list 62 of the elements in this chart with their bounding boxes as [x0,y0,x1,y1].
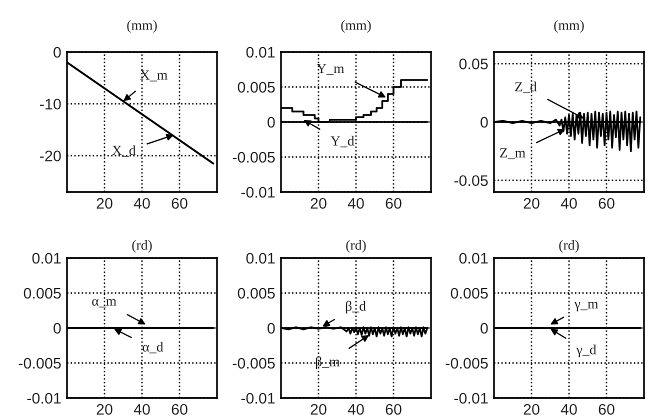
y-tick-label: -0.01 [241,186,275,198]
y-tick-label: 0 [480,116,488,128]
y-tick-label: -0.005 [232,152,275,163]
chart-title: (mm) [127,20,157,33]
x-tick-label: 60 [172,198,188,209]
annotation: β_d [346,300,366,314]
x-tick-label: 60 [598,404,614,415]
annotation: Z_d [515,82,537,94]
annotation: X_d [112,145,136,157]
y-tick-label: -0.01 [454,392,488,404]
x-tick-label: 60 [386,198,402,209]
x-tick-label: 40 [134,404,150,415]
y-tick-label: -0.005 [446,358,488,369]
chart-title: (mm) [554,20,584,33]
y-tick-label: -0.005 [232,358,275,369]
x-tick-label: 40 [348,198,364,209]
y-tick-label: -20 [40,150,61,162]
y-tick-label: 0.005 [450,288,488,299]
annotation: Y_d [330,136,354,148]
y-tick-label: 0 [268,116,275,128]
chart-title: (rd) [346,240,366,253]
y-tick-label: 0.005 [238,288,275,299]
x-tick-label: 40 [560,404,577,415]
annotation: Y_m [316,64,344,75]
y-tick-label: 0.005 [238,82,275,93]
x-tick-label: 60 [386,404,402,415]
annotation: γ_m [574,302,598,312]
y-tick-label: 0 [54,46,61,58]
x-tick-label: 40 [134,198,150,209]
annotation: X_m [140,70,168,82]
x-tick-label: 20 [524,198,540,209]
x-tick-label: 60 [172,404,188,415]
chart-title: (rd) [559,240,579,253]
x-tick-label: 40 [560,198,577,209]
annotation: γ_d [576,344,596,358]
annotation: α_d [142,342,164,354]
y-tick-label: -0.005 [18,358,61,369]
x-tick-label: 20 [96,404,112,415]
y-tick-label: 0 [268,322,275,334]
annotation: β_m [316,356,340,370]
annotation: α_m [92,299,116,308]
x-tick-label: 20 [524,404,540,415]
y-tick-label: 0 [54,322,61,334]
chart-title: (mm) [341,20,371,33]
y-tick-label: -0.05 [454,175,488,186]
y-tick-label: 0.05 [459,58,488,70]
y-tick-label: 0 [480,322,488,334]
y-tick-label: -10 [40,98,61,110]
chart-title: (rd) [132,240,152,253]
x-tick-label: 40 [348,404,364,415]
annotation: Z_m [500,148,526,160]
x-tick-label: 60 [598,198,614,209]
x-tick-label: 20 [96,198,112,209]
y-tick-label: 0.01 [246,46,275,58]
y-tick-label: 0.01 [32,252,61,264]
y-tick-label: -0.01 [241,392,275,404]
y-tick-label: 0.01 [246,252,275,264]
y-tick-label: 0.01 [459,252,488,264]
x-tick-label: 20 [310,198,326,209]
y-tick-label: -0.01 [27,392,61,404]
y-tick-label: 0.005 [24,288,61,299]
x-tick-label: 20 [310,404,326,415]
